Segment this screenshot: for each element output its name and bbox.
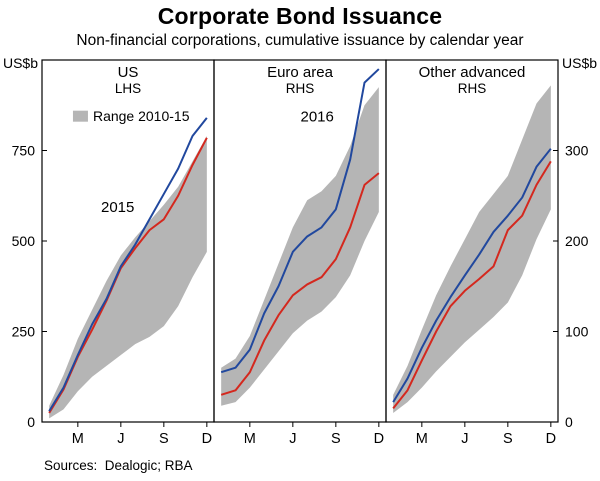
x-tick-label: S	[503, 431, 513, 447]
right-tick-label: 100	[565, 324, 589, 340]
panel-axis-note: RHS	[286, 81, 315, 96]
panel-title: Euro area	[267, 64, 334, 81]
series-label-2016: 2016	[301, 109, 334, 126]
x-tick-label: M	[416, 431, 428, 447]
left-tick-label: 500	[12, 233, 36, 249]
x-tick-label: J	[289, 431, 296, 447]
range-band-other-advanced	[393, 85, 551, 413]
panel-axis-note: RHS	[458, 81, 487, 96]
x-tick-label: D	[546, 431, 556, 447]
left-tick-label: 250	[12, 324, 36, 340]
legend-range-swatch	[72, 110, 88, 122]
left-tick-label: 0	[27, 414, 35, 430]
line-2015-other-advanced	[392, 160, 552, 410]
x-tick-label: J	[117, 431, 124, 447]
line-2016-us	[48, 117, 208, 412]
right-tick-label: 200	[565, 233, 589, 249]
line-2015-euro-area	[220, 172, 380, 396]
x-tick-label: S	[159, 431, 169, 447]
x-tick-label: M	[244, 431, 256, 447]
panel-title: US	[118, 64, 139, 81]
sources-note: Sources: Dealogic; RBA	[44, 458, 193, 473]
legend-range-label: Range 2010-15	[93, 108, 190, 124]
range-band-us	[49, 136, 207, 419]
x-tick-label: S	[331, 431, 341, 447]
left-axis-unit: US$b	[3, 55, 38, 71]
x-tick-label: D	[374, 431, 384, 447]
right-tick-label: 0	[565, 414, 573, 430]
chart-title: Corporate Bond Issuance	[157, 3, 443, 29]
right-tick-label: 300	[565, 143, 589, 159]
left-tick-label: 750	[12, 143, 36, 159]
chart-subtitle: Non-financial corporations, cumulative i…	[76, 32, 524, 49]
panel-title: Other advanced	[419, 64, 526, 81]
panel-axis-note: LHS	[115, 81, 141, 96]
line-2016-other-advanced	[392, 148, 552, 403]
right-axis-unit: US$b	[562, 55, 597, 71]
line-2016-euro-area	[220, 68, 380, 374]
x-tick-label: M	[72, 431, 84, 447]
x-tick-label: D	[202, 431, 212, 447]
x-tick-label: J	[461, 431, 468, 447]
series-label-2015: 2015	[101, 199, 134, 216]
range-band-euro-area	[221, 87, 379, 406]
